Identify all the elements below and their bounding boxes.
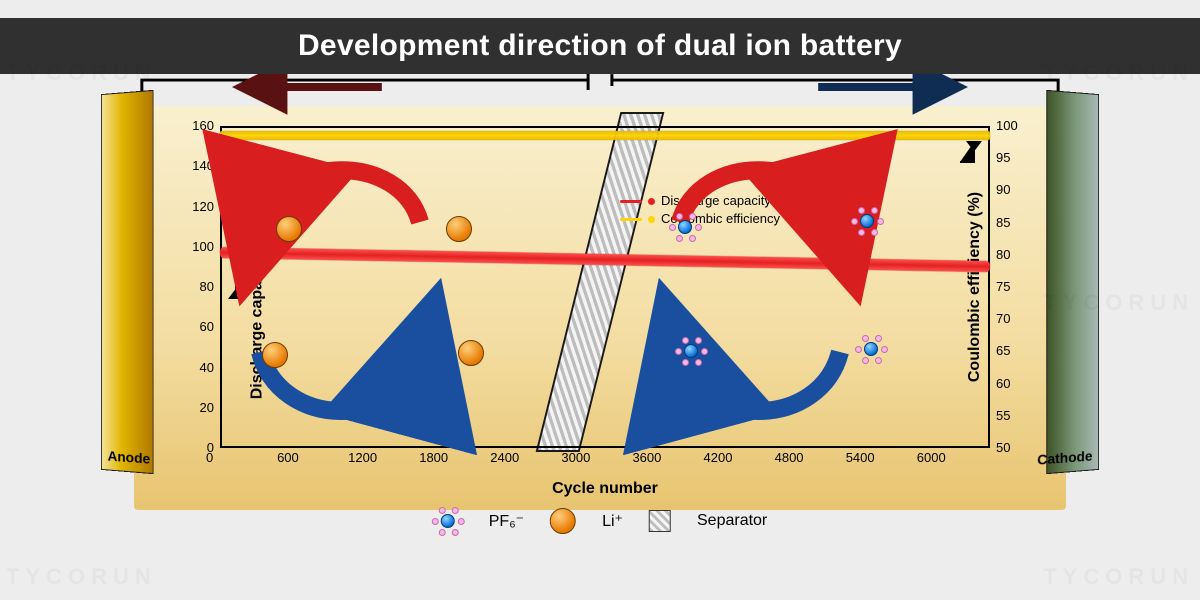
li-ion-icon: [262, 342, 288, 368]
x-label: Cycle number: [552, 480, 658, 498]
right-axis-indicator-icon: [956, 138, 984, 166]
y-left-ticks: 020406080100120140160: [178, 126, 218, 448]
title-bar: Development direction of dual ion batter…: [0, 18, 1200, 74]
pf6-ion-icon: [676, 336, 706, 366]
pf6-key-icon: [433, 506, 463, 536]
li-key-icon: [550, 508, 576, 534]
blue-arrow-left-icon: [240, 322, 440, 432]
x-ticks: 0600120018002400300036004200480054006000: [220, 450, 990, 468]
anode-label: Anode: [108, 448, 151, 467]
y-right-label: Coulombic efficiency (%): [966, 192, 984, 382]
cathode-electrode: Cathode: [1046, 90, 1099, 474]
li-ion-icon: [446, 216, 472, 242]
li-ion-icon: [458, 340, 484, 366]
y-right-ticks: 50556065707580859095100: [992, 126, 1034, 448]
pf6-ion-icon: [852, 206, 882, 236]
pf6-ion-icon: [670, 212, 700, 242]
pf6-ion-icon: [856, 334, 886, 364]
li-key-label: Li⁺: [602, 511, 623, 531]
watermark: TYCORUN: [1043, 564, 1194, 590]
diagram-stage: Anode Cathode Discharge capacity (mAh g⁻…: [100, 82, 1100, 522]
cathode-label: Cathode: [1037, 448, 1092, 468]
separator-key-icon: [649, 510, 671, 532]
li-ion-icon: [276, 216, 302, 242]
red-arrow-left-icon: [240, 152, 440, 262]
figure-key: PF₆⁻ Li⁺ Separator: [433, 506, 768, 536]
separator-key-label: Separator: [697, 512, 767, 530]
external-circuit: [124, 76, 1076, 100]
anode-electrode: Anode: [101, 90, 154, 474]
red-arrow-right-icon: [660, 152, 860, 262]
pf6-key-label: PF₆⁻: [489, 511, 524, 531]
left-axis-indicator-icon: [226, 274, 254, 302]
page-title: Development direction of dual ion batter…: [298, 29, 902, 63]
watermark: TYCORUN: [6, 564, 157, 590]
coulombic-efficiency-series: [220, 131, 990, 140]
